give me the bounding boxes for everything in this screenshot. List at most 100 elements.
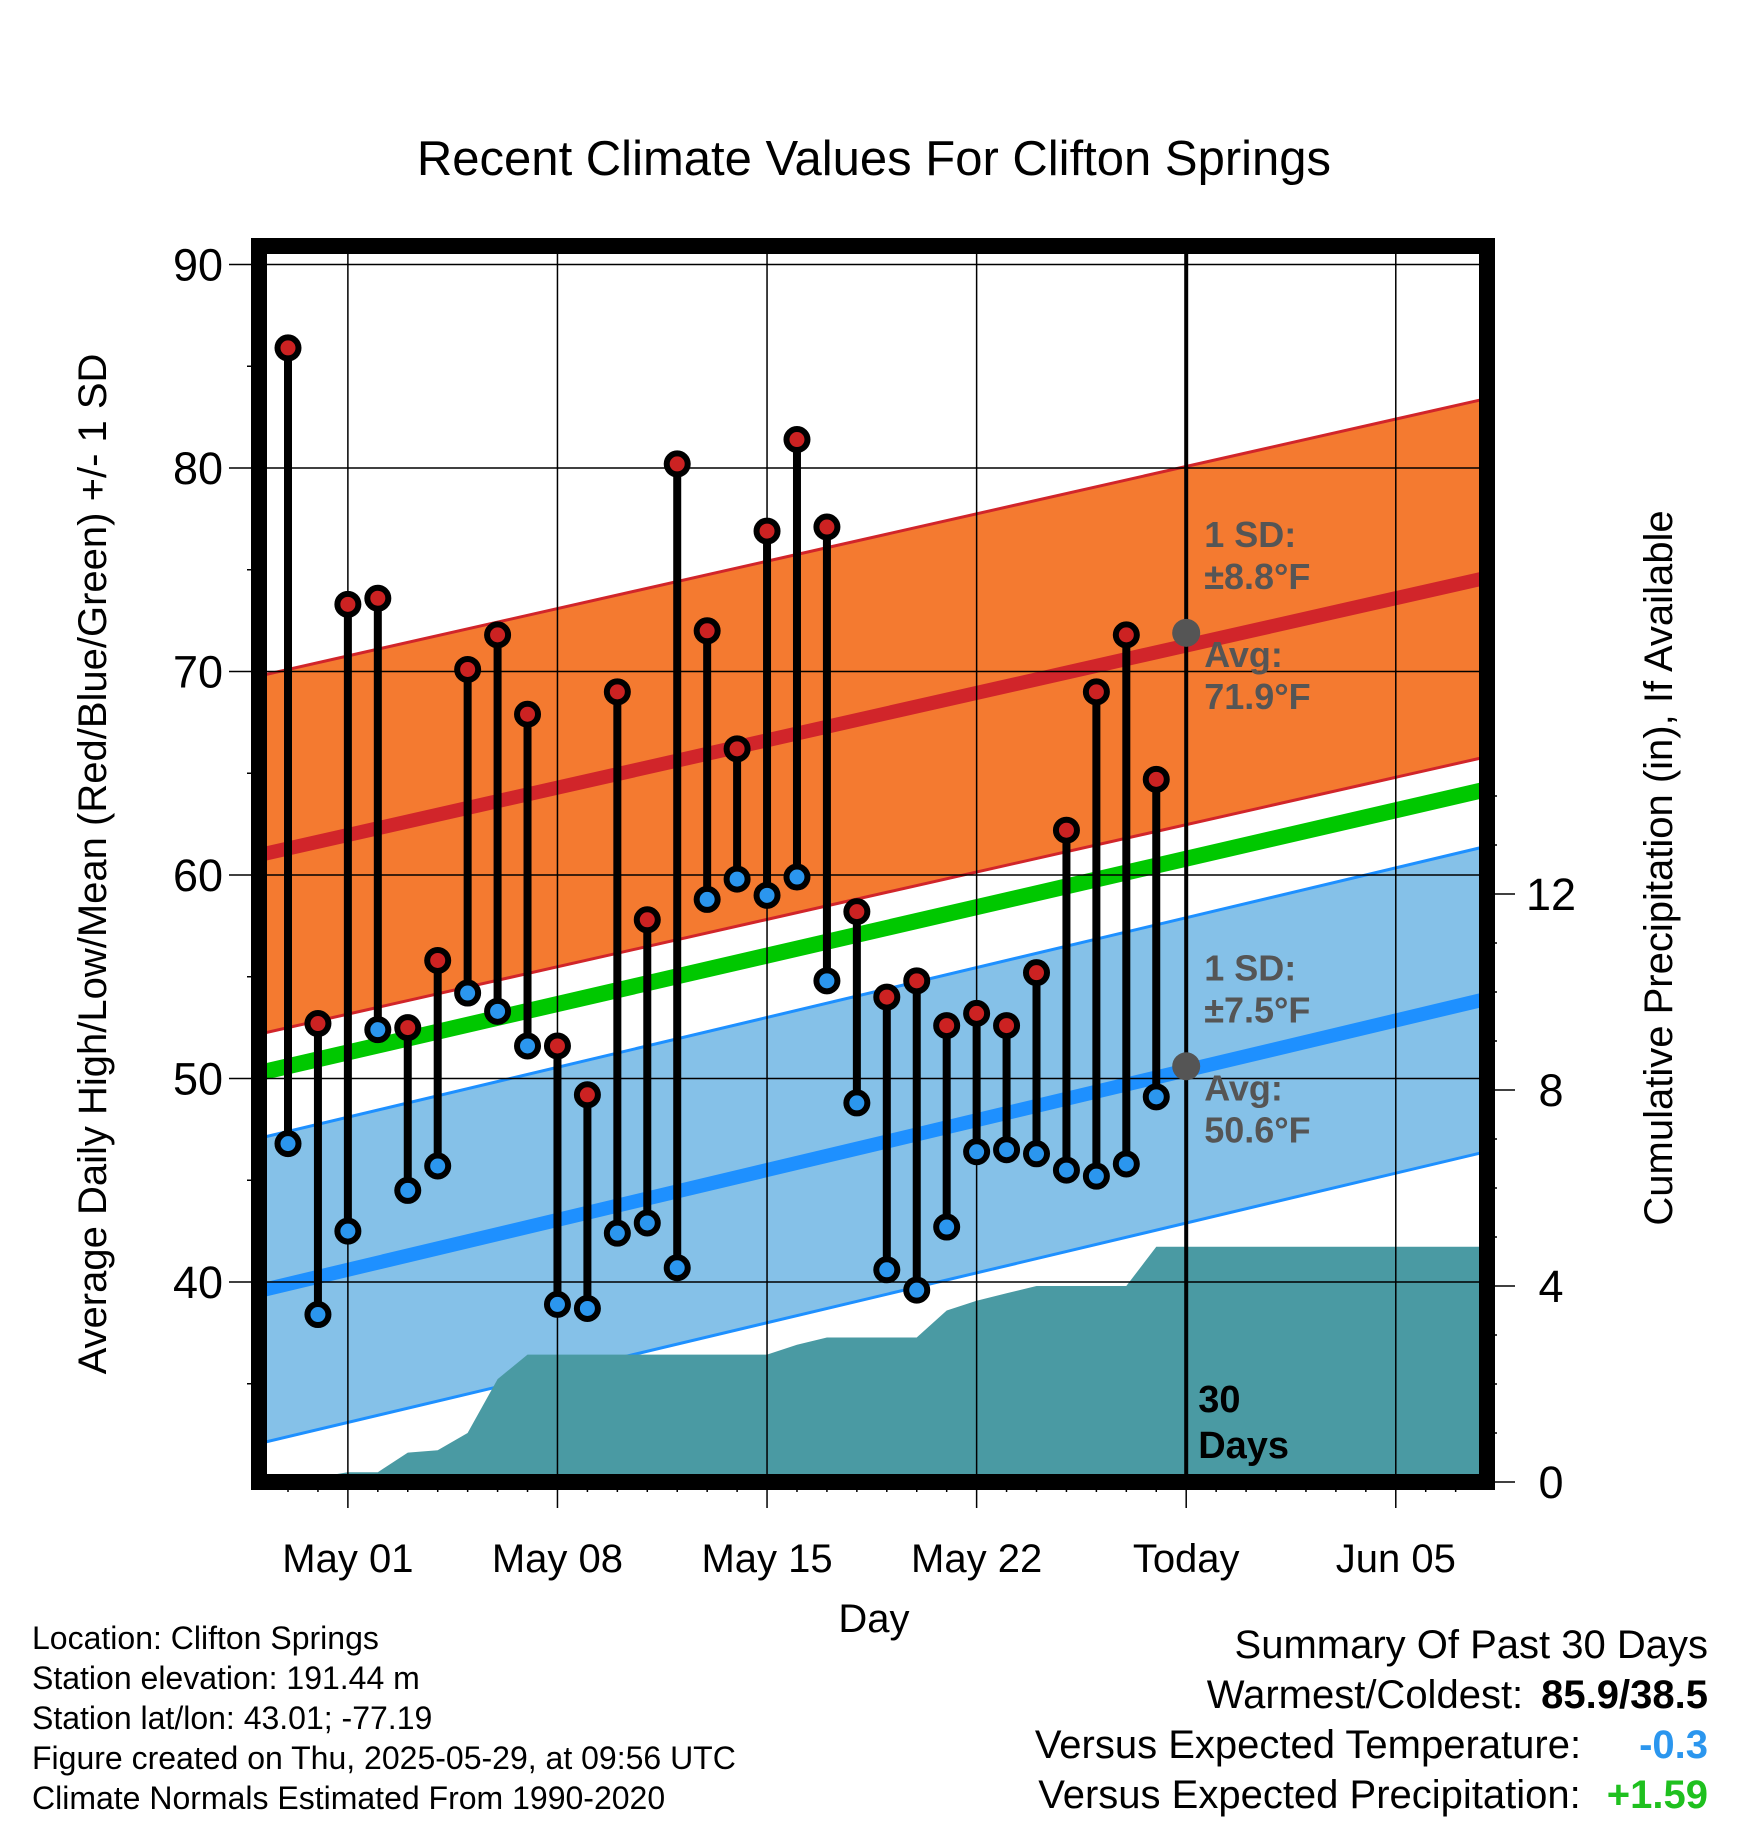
low-sd-value: ±7.5°F <box>1204 989 1310 1030</box>
daily-low-marker <box>1023 1140 1050 1168</box>
high-sd-label: 1 SD: <box>1204 514 1296 555</box>
low-band-upper-edge <box>259 845 1486 1140</box>
daily-high-marker <box>753 517 781 545</box>
normal-mean-line <box>259 781 1487 1081</box>
x-axis: May 01 May 08 May 15 May 22 Today Jun 05 <box>282 1482 1457 1581</box>
daily-high-marker <box>663 450 691 478</box>
daily-high-marker <box>1112 621 1140 649</box>
daily-low-marker <box>543 1290 571 1318</box>
daily-high-marker <box>723 735 751 763</box>
low-avg-label: Avg: <box>1204 1067 1283 1108</box>
daily-low-marker <box>364 1016 392 1044</box>
y-tick-label: 40 <box>173 1257 223 1308</box>
daily-low-marker <box>753 881 781 909</box>
created-text: Figure created on Thu, 2025-05-29, at 09… <box>32 1740 736 1776</box>
y-tick-label: 60 <box>173 850 223 901</box>
x-tick-label: Today <box>1133 1537 1240 1581</box>
y2-tick-label: 0 <box>1538 1457 1563 1508</box>
daily-low-marker <box>304 1301 332 1329</box>
daily-high-marker <box>394 1014 422 1042</box>
daily-low-marker <box>514 1032 542 1060</box>
daily-low-marker <box>783 863 811 891</box>
daily-low-marker <box>723 865 751 893</box>
days-label-number: 30 <box>1198 1379 1240 1421</box>
daily-low-marker <box>663 1254 691 1282</box>
x-tick-label: May 22 <box>911 1537 1042 1581</box>
y-axis-label: Average Daily High/Low/Mean (Red/Blue/Gr… <box>71 354 115 1375</box>
daily-high-marker <box>304 1010 332 1038</box>
daily-high-marker <box>1082 678 1110 706</box>
daily-low-marker <box>933 1213 961 1241</box>
daily-low-marker <box>873 1256 901 1284</box>
daily-low-marker <box>1142 1083 1170 1111</box>
normal-high-line <box>259 571 1487 862</box>
summary-panel: Summary Of Past 30 Days Warmest/Coldest:… <box>1035 1620 1708 1820</box>
daily-high-marker <box>484 621 512 649</box>
y2-tick-label: 8 <box>1538 1065 1563 1116</box>
high-sd-value: ±8.8°F <box>1204 556 1310 597</box>
y2-axis: 0 4 8 12 <box>1487 795 1576 1508</box>
daily-high-marker <box>274 334 302 362</box>
low-sd-label: 1 SD: <box>1204 947 1296 988</box>
daily-high-marker <box>364 584 392 612</box>
days-label-text: Days <box>1198 1425 1289 1467</box>
daily-low-marker <box>903 1276 931 1304</box>
daily-low-marker <box>993 1136 1021 1164</box>
daily-high-marker <box>693 617 721 645</box>
daily-low-marker <box>633 1209 661 1237</box>
high-avg-dot <box>1172 618 1201 647</box>
precip-diff-label: Versus Expected Precipitation: <box>1038 1773 1581 1817</box>
daily-high-marker <box>993 1012 1021 1040</box>
daily-low-marker <box>394 1176 422 1204</box>
daily-low-marker <box>693 885 721 913</box>
daily-high-marker <box>813 513 841 541</box>
station-info: Location: Clifton Springs Station elevat… <box>32 1618 736 1818</box>
location-text: Location: Clifton Springs <box>32 1620 379 1656</box>
daily-low-marker <box>963 1138 991 1166</box>
daily-high-marker <box>514 700 542 728</box>
y2-tick-label: 4 <box>1538 1261 1563 1312</box>
x-tick-label: May 15 <box>701 1537 832 1581</box>
elevation-text: Station elevation: 191.44 m <box>32 1660 420 1696</box>
daily-high-marker <box>933 1012 961 1040</box>
daily-high-marker <box>454 655 482 683</box>
y-tick-label: 70 <box>173 647 223 698</box>
daily-low-marker <box>424 1152 452 1180</box>
chart-title: Recent Climate Values For Clifton Spring… <box>417 132 1331 186</box>
y-tick-label: 50 <box>173 1054 223 1105</box>
daily-high-marker <box>1052 816 1080 844</box>
precip-diff-row: Versus Expected Precipitation: +1.59 <box>1035 1770 1708 1820</box>
y-tick-label: 90 <box>173 240 223 291</box>
high-band-upper-edge <box>259 397 1486 678</box>
daily-high-marker <box>903 967 931 995</box>
daily-high-marker <box>603 678 631 706</box>
y-tick-label: 80 <box>173 443 223 494</box>
low-avg-dot <box>1172 1052 1201 1081</box>
summary-title: Summary Of Past 30 Days <box>1234 1623 1708 1667</box>
plot-frame <box>251 238 1495 1490</box>
daily-high-marker <box>334 590 362 618</box>
daily-low-marker <box>484 997 512 1025</box>
daily-low-marker <box>1082 1162 1110 1190</box>
daily-high-marker <box>573 1081 601 1109</box>
y2-tick-label: 12 <box>1526 869 1576 920</box>
daily-high-marker <box>963 999 991 1027</box>
daily-high-marker <box>543 1032 571 1060</box>
daily-high-marker <box>1023 959 1050 987</box>
daily-low-marker <box>603 1219 631 1247</box>
x-tick-label: May 08 <box>492 1537 623 1581</box>
temp-diff-label: Versus Expected Temperature: <box>1034 1723 1582 1767</box>
daily-low-marker <box>454 979 482 1007</box>
daily-low-marker <box>274 1130 302 1158</box>
warmest-coldest-row: Warmest/Coldest: 85.9/38.5 <box>1035 1670 1708 1720</box>
daily-high-marker <box>633 906 661 934</box>
x-tick-label: May 01 <box>282 1537 413 1581</box>
daily-high-marker <box>843 898 871 926</box>
x-tick-label: Jun 05 <box>1336 1537 1456 1581</box>
daily-high-marker <box>873 983 901 1011</box>
daily-low-marker <box>334 1217 362 1245</box>
high-avg-label: Avg: <box>1204 634 1283 675</box>
warmest-coldest-label: Warmest/Coldest: <box>1206 1673 1524 1717</box>
latlon-text: Station lat/lon: 43.01; -77.19 <box>32 1700 433 1736</box>
